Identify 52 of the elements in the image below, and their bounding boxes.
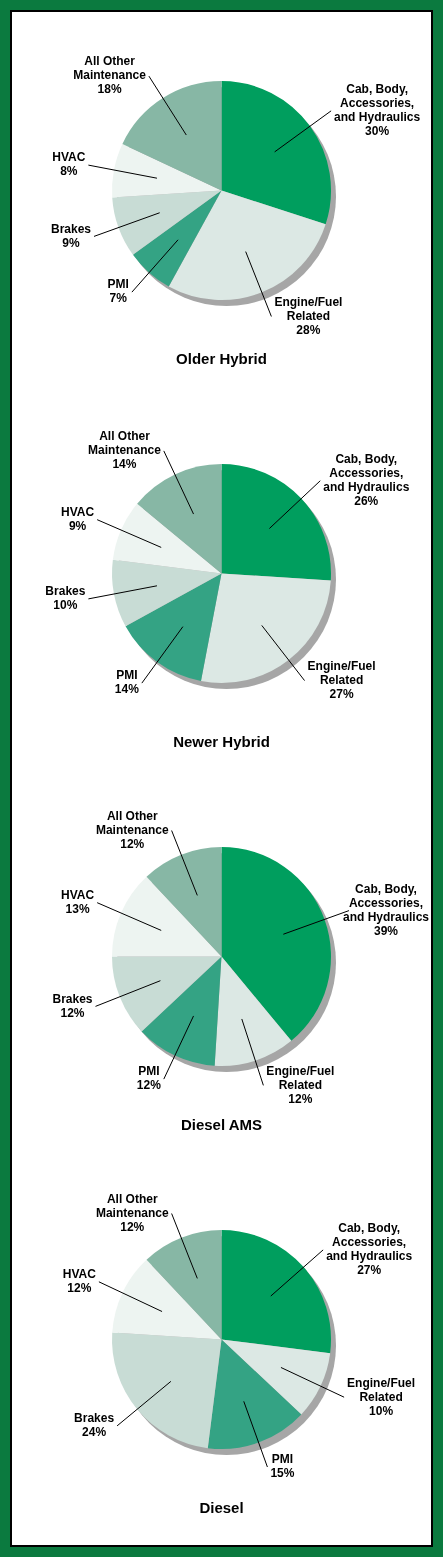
slice-label: All Other Maintenance [95,1191,169,1220]
slice-label: All Other Maintenance [95,808,169,837]
data-label: 12% [288,1091,313,1106]
slice-label: All Other Maintenance [88,429,162,458]
slice-label: Engine/Fuel Related [347,1375,416,1404]
data-label: 10% [53,598,78,613]
data-label: 13% [65,902,90,916]
data-label: 24% [82,1425,107,1440]
slice-label: Cab, Body, Accessories, and Hydraulics [334,82,421,125]
slice-label: HVAC [62,1267,97,1282]
data-label: 7% [109,291,128,306]
data-label: 12% [67,1281,92,1296]
slice-label: HVAC [52,150,86,165]
data-label: 30% [365,124,390,139]
slice-label: Cab, Body, Accessories, and Hydraulics [323,452,410,495]
slice-label: Engine/Fuel Related [266,1063,335,1092]
text: Newer Hybrid [173,733,270,751]
slice-label: Brakes [52,991,93,1006]
slice-label: HVAC [61,505,95,519]
slice-label: Cab, Body, Accessories, and Hydraulics [342,881,430,924]
slice-label: PMI [116,668,138,683]
data-label: 12% [120,836,145,851]
slice-label: Cab, Body, Accessories, and Hydraulics [326,1221,413,1264]
data-label: 27% [357,1263,382,1278]
data-label: 27% [329,686,354,701]
slice-label: PMI [138,1064,160,1079]
data-label: 18% [97,82,122,97]
data-label: 10% [369,1403,394,1418]
slice-label: Engine/Fuel Related [274,294,343,323]
slice-label: Brakes [45,584,86,599]
slice-label: PMI [271,1452,294,1467]
text: Diesel [199,1499,244,1517]
data-label: 15% [270,1466,295,1481]
data-label: 12% [60,1005,85,1020]
slice-label: Brakes [74,1411,115,1426]
data-label: 12% [120,1219,145,1234]
data-label: 8% [60,164,78,179]
data-label: 14% [112,457,137,472]
slice-label: HVAC [61,888,95,902]
data-label: 14% [114,682,140,697]
data-label: 9% [68,519,87,533]
data-label: 26% [354,494,379,509]
slice-label: PMI [107,277,129,292]
data-label: 9% [62,235,80,250]
slice-label: All Other Maintenance [73,54,147,83]
data-label: 12% [136,1078,162,1093]
text: Diesel AMS [180,1116,263,1134]
slice-label: Engine/Fuel Related [307,658,376,687]
text: Older Hybrid [176,350,267,368]
slice-label: Brakes [50,221,92,236]
data-label: 28% [296,322,321,337]
data-label: 39% [373,923,399,938]
